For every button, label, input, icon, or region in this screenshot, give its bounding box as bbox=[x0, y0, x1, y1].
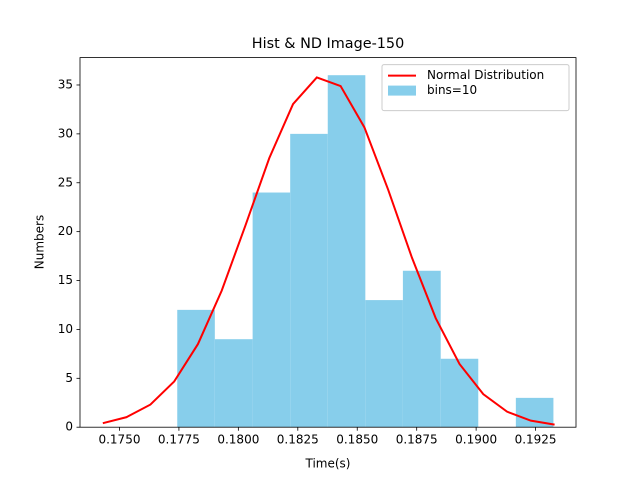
x-tick-label: 0.1800 bbox=[217, 433, 259, 447]
x-tick-label: 0.1850 bbox=[336, 433, 378, 447]
x-axis-label: Time(s) bbox=[305, 457, 351, 471]
y-tick-label: 10 bbox=[58, 322, 73, 336]
plot-frame bbox=[79, 57, 577, 428]
x-tick-label: 0.1875 bbox=[396, 433, 438, 447]
x-tick-label: 0.1900 bbox=[455, 433, 497, 447]
y-tick-label: 20 bbox=[58, 224, 73, 238]
legend-label: bins=10 bbox=[427, 83, 477, 97]
x-tick-label: 0.1775 bbox=[158, 433, 200, 447]
histogram-bar bbox=[402, 270, 441, 428]
chart-title: Hist & ND Image-150 bbox=[252, 36, 404, 52]
normal-curve bbox=[102, 76, 555, 426]
histogram-bar bbox=[365, 300, 403, 428]
y-tick-label: 25 bbox=[58, 175, 73, 189]
x-tick-label: 0.1750 bbox=[98, 433, 140, 447]
y-axis-label: Numbers bbox=[33, 215, 47, 269]
y-tick-label: 0 bbox=[65, 420, 73, 434]
histogram-bar bbox=[515, 397, 554, 428]
y-tick-label: 30 bbox=[58, 126, 73, 140]
y-tick-label: 35 bbox=[58, 77, 73, 91]
legend-swatch bbox=[388, 85, 416, 96]
y-tick-label: 5 bbox=[65, 371, 73, 385]
legend-box bbox=[381, 64, 570, 112]
histogram-bar bbox=[327, 75, 366, 428]
x-tick-label: 0.1825 bbox=[277, 433, 319, 447]
histogram-bar bbox=[252, 192, 291, 428]
legend-label: Normal Distribution bbox=[427, 68, 544, 82]
x-tick-label: 0.1925 bbox=[515, 433, 557, 447]
y-tick-label: 15 bbox=[58, 273, 73, 287]
histogram-bar bbox=[440, 358, 479, 428]
histogram-bar bbox=[290, 133, 328, 428]
histogram-bar bbox=[214, 339, 253, 428]
